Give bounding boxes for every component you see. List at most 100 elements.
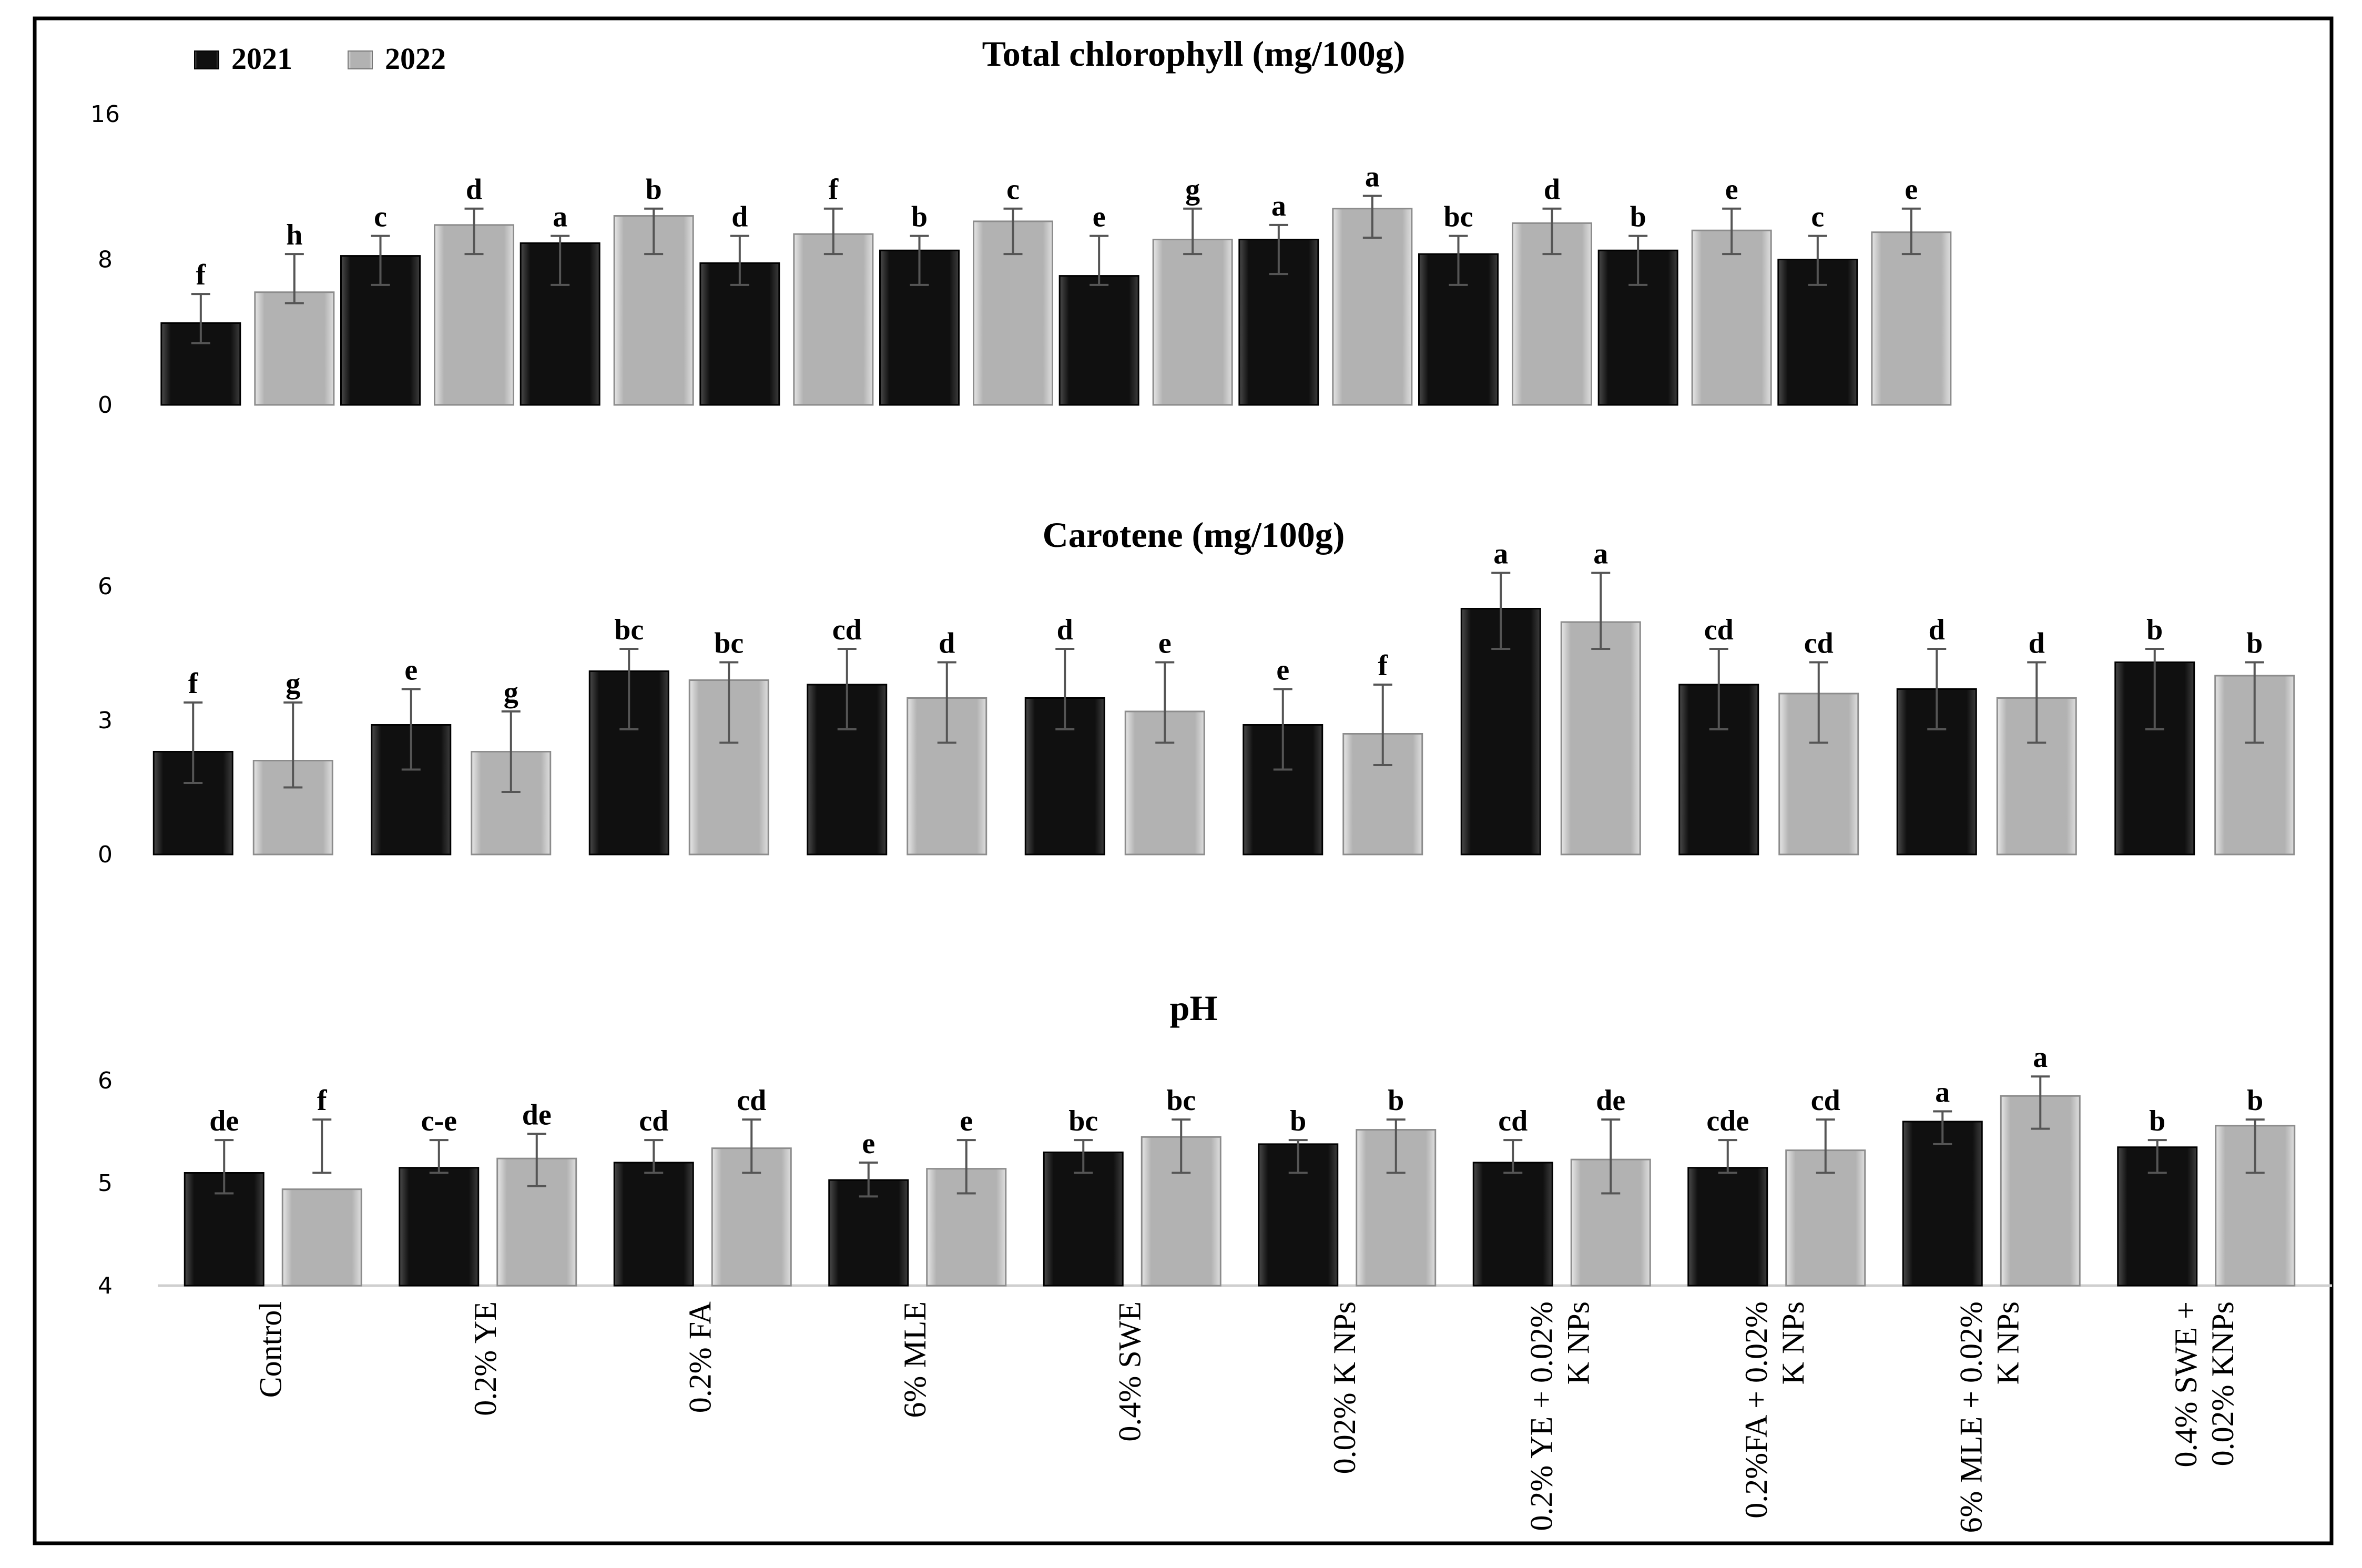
error-bar-total-2021-0 xyxy=(191,293,210,344)
data-label-total-2022-0: h xyxy=(286,219,302,251)
data-label-ph-2022-1: de xyxy=(522,1098,552,1131)
bar-carotene-2022-6 xyxy=(1560,621,1641,856)
bar-total-2022-3 xyxy=(793,233,874,406)
data-label-total-2021-6: a xyxy=(1271,190,1286,222)
legend-swatch-2021 xyxy=(194,50,219,69)
data-label-carotene-2022-3: d xyxy=(939,627,955,660)
error-bar-ph-2022-5 xyxy=(1386,1118,1406,1174)
x-axis-category-labels: Control 0.2% YE 0.2% FA 6% MLE 0.4% SWE 0.02%… xyxy=(253,1301,2240,1533)
error-bar-ph-2022-1 xyxy=(527,1133,546,1187)
error-bar-total-2022-1 xyxy=(464,207,484,256)
x-category-label-4: 0.4% SWE xyxy=(1112,1301,1147,1442)
error-bar-total-2022-4 xyxy=(1003,207,1023,256)
chart-title-carotene: Carotene (mg/100g) xyxy=(1043,515,1345,555)
error-bar-carotene-2022-1 xyxy=(501,710,521,793)
data-label-total-2022-3: f xyxy=(829,174,839,206)
x-category-label-8: 6% MLE + 0.02% xyxy=(1953,1301,1988,1533)
error-bar-total-2021-6 xyxy=(1269,223,1288,276)
y-tick-label-carotene: 3 xyxy=(98,707,113,734)
error-bar-total-2021-2 xyxy=(551,235,570,286)
bar-carotene-2021-0 xyxy=(152,751,233,856)
error-bar-ph-2021-1 xyxy=(429,1139,449,1174)
data-label-carotene-2022-5: f xyxy=(1378,649,1388,682)
data-label-carotene-2022-1: g xyxy=(504,676,518,709)
x-category-label-2: 0.2% FA xyxy=(683,1301,717,1413)
data-label-total-2021-9: c xyxy=(1811,201,1824,233)
error-bar-ph-2021-6 xyxy=(1503,1139,1523,1174)
data-label-ph-2022-8: a xyxy=(2033,1041,2048,1074)
error-bar-carotene-2021-7 xyxy=(1709,648,1728,730)
error-bar-ph-2022-8 xyxy=(2031,1075,2050,1130)
chart-title-ph: pH xyxy=(1170,988,1218,1028)
error-bar-total-2022-5 xyxy=(1183,207,1203,256)
x-category-label-9: 0.4% SWE + xyxy=(2168,1301,2203,1467)
data-label-total-2022-2: b xyxy=(646,174,662,206)
bar-ph-2021-3 xyxy=(828,1179,909,1287)
error-bar-carotene-2021-8 xyxy=(1927,648,1947,730)
data-label-total-2021-8: b xyxy=(1630,201,1646,233)
error-bar-total-2022-7 xyxy=(1542,207,1562,256)
bar-total-2021-3 xyxy=(699,262,780,406)
legend-label-2022: 2022 xyxy=(385,42,446,76)
error-bar-ph-2021-4 xyxy=(1074,1139,1093,1174)
y-tick-label-carotene: 0 xyxy=(98,841,113,868)
data-label-carotene-2021-6: a xyxy=(1493,538,1508,571)
data-label-carotene-2021-9: b xyxy=(2146,614,2163,646)
error-bar-total-2022-3 xyxy=(823,207,843,256)
error-bar-total-2021-8 xyxy=(1628,235,1648,286)
error-bar-ph-2021-5 xyxy=(1288,1139,1308,1174)
bar-ph-2021-2 xyxy=(613,1162,694,1287)
x-category-label-6: 0.2% YE + 0.02% xyxy=(1524,1301,1559,1531)
data-label-carotene-2021-8: d xyxy=(1929,614,1945,646)
data-label-carotene-2022-2: bc xyxy=(714,627,744,660)
error-bar-carotene-2021-4 xyxy=(1055,648,1075,730)
error-bar-ph-2021-7 xyxy=(1718,1139,1737,1174)
data-label-carotene-2022-8: d xyxy=(2029,627,2045,660)
data-label-total-2021-3: d xyxy=(731,201,748,233)
data-label-ph-2022-9: b xyxy=(2247,1084,2263,1117)
data-label-total-2021-4: b xyxy=(911,201,928,233)
data-label-ph-2021-2: cd xyxy=(639,1105,668,1137)
error-bar-carotene-2021-5 xyxy=(1273,688,1292,771)
error-bar-carotene-2022-2 xyxy=(719,661,739,744)
data-label-ph-2022-5: b xyxy=(1388,1084,1404,1117)
data-label-ph-2022-6: de xyxy=(1596,1084,1625,1117)
error-bar-total-2021-9 xyxy=(1808,235,1827,286)
error-bar-ph-2021-2 xyxy=(644,1139,664,1174)
data-label-carotene-2021-3: cd xyxy=(832,614,862,646)
error-bar-total-2021-5 xyxy=(1090,235,1109,286)
error-bar-carotene-2022-9 xyxy=(2245,661,2264,744)
error-bar-ph-2022-9 xyxy=(2245,1118,2265,1174)
y-tick-label-total: 16 xyxy=(90,101,120,128)
x-category-label-1: 0.2% YE xyxy=(468,1301,503,1416)
data-label-ph-2022-4: bc xyxy=(1166,1084,1196,1117)
y-tick-label-total: 0 xyxy=(98,392,113,419)
error-bar-ph-2022-7 xyxy=(1816,1118,1835,1174)
data-label-total-2022-4: c xyxy=(1006,174,1020,206)
x-category-label-8: K NPs xyxy=(1990,1301,2025,1384)
legend: 2021 2022 xyxy=(194,42,446,76)
x-category-label-7: K NPs xyxy=(1776,1301,1810,1384)
error-bar-ph-2022-4 xyxy=(1172,1118,1191,1174)
data-label-carotene-2022-4: e xyxy=(1158,627,1172,660)
error-bar-total-2021-3 xyxy=(730,235,749,286)
bar-total-2022-8 xyxy=(1691,229,1772,406)
bar-total-2022-9 xyxy=(1871,231,1952,406)
data-label-total-2022-1: d xyxy=(466,174,482,206)
data-label-total-2021-5: e xyxy=(1093,201,1106,233)
chart-title-total: Total chlorophyll (mg/100g) xyxy=(982,34,1406,74)
error-bar-total-2022-8 xyxy=(1722,207,1742,256)
data-label-ph-2021-1: c-e xyxy=(421,1105,457,1137)
error-bar-ph-2021-8 xyxy=(1933,1110,1952,1145)
x-category-label-5: 0.02% K NPs xyxy=(1327,1301,1362,1474)
data-label-carotene-2021-5: e xyxy=(1276,654,1289,687)
bar-total-2021-5 xyxy=(1058,275,1139,406)
data-label-ph-2021-5: b xyxy=(1290,1105,1306,1137)
data-label-total-2021-1: c xyxy=(374,201,387,233)
data-label-ph-2022-2: cd xyxy=(737,1084,766,1117)
error-bar-carotene-2021-6 xyxy=(1491,572,1511,650)
error-bar-ph-2022-2 xyxy=(742,1118,761,1174)
error-bar-ph-2021-0 xyxy=(215,1139,234,1195)
y-tick-label-ph: 6 xyxy=(98,1067,113,1094)
